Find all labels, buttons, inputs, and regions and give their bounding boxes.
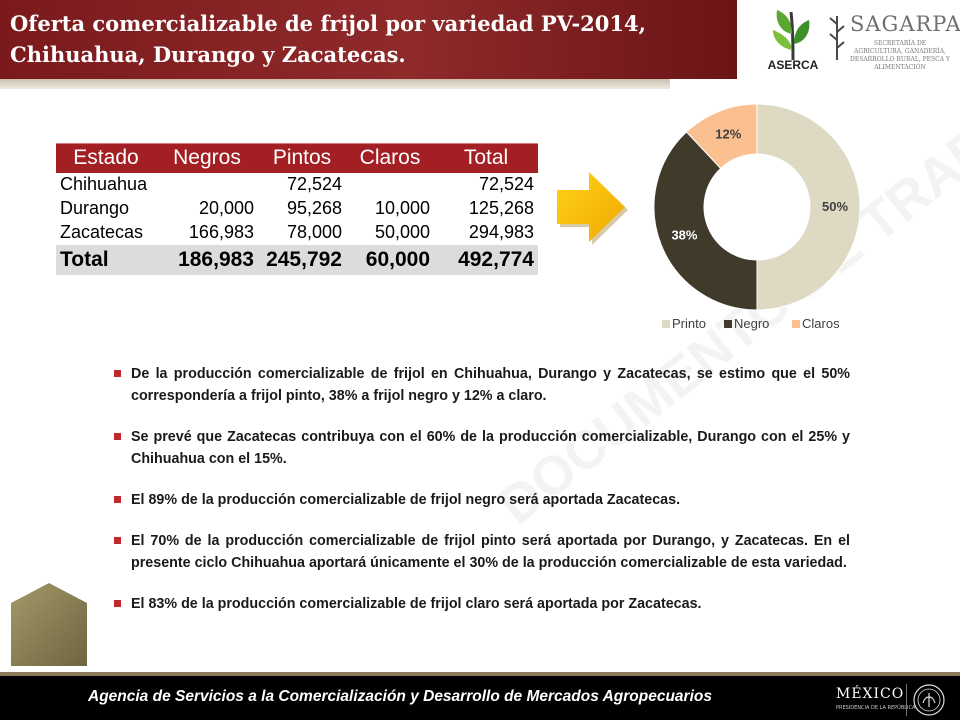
table-header-row: Estado Negros Pintos Claros Total <box>56 143 538 173</box>
title-shadow <box>0 79 670 89</box>
bullet-item: Se prevé que Zacatecas contribuya con el… <box>110 426 850 470</box>
header-claros: Claros <box>346 143 434 173</box>
bullet-item: El 89% de la producción comercializable … <box>110 489 850 511</box>
bullet-square-icon <box>114 496 121 503</box>
cell-estado: Zacatecas <box>60 222 144 242</box>
cell-total: 294,983 <box>468 222 534 242</box>
donut-slice-printo <box>756 103 861 311</box>
bullet-square-icon <box>114 600 121 607</box>
cell-claros <box>346 173 434 197</box>
header-total: Total <box>434 143 538 173</box>
table-row: Durango 20,000 95,268 10,000 125,268 <box>56 197 538 221</box>
donut-data-label: 12% <box>715 126 741 141</box>
bullet-text: El 83% de la producción comercializable … <box>131 596 702 612</box>
legend-swatch <box>792 320 800 328</box>
bullet-text: El 89% de la producción comercializable … <box>131 492 681 508</box>
bullet-item: El 83% de la producción comercializable … <box>110 593 850 615</box>
legend-label: Claros <box>802 316 840 331</box>
bullet-square-icon <box>114 433 121 440</box>
legend-label: Printo <box>672 316 706 331</box>
cell-negros: 20,000 <box>198 198 254 218</box>
legend-swatch <box>662 320 670 328</box>
cell-pintos: 245,792 <box>258 244 346 275</box>
page-title-line-1: Oferta comercializable de frijol por var… <box>10 11 646 36</box>
bullet-list: De la producción comercializable de frij… <box>110 363 850 634</box>
cell-claros: 10,000 <box>374 198 430 218</box>
bullet-square-icon <box>114 537 121 544</box>
cell-pintos: 95,268 <box>286 198 342 218</box>
legend-swatch <box>724 320 732 328</box>
sagarpa-emblem-icon <box>829 16 845 60</box>
cell-estado: Total <box>56 244 156 275</box>
footer-divider <box>906 684 907 716</box>
table-total-row: Total 186,983 245,792 60,000 492,774 <box>56 244 538 275</box>
bullet-item: De la producción comercializable de frij… <box>110 363 850 407</box>
aserca-logo <box>773 10 810 61</box>
page-title-line-2: Chihuahua, Durango y Zacatecas. <box>10 42 406 67</box>
cell-negros <box>156 173 258 197</box>
footer <box>0 676 960 720</box>
logo-area <box>737 0 960 80</box>
donut-data-label: 50% <box>822 199 848 214</box>
page-title: Oferta comercializable de frijol por var… <box>10 8 730 70</box>
bullet-text: El 70% de la producción comercializable … <box>131 533 850 571</box>
table-row: Chihuahua 72,524 72,524 <box>56 173 538 197</box>
bullet-text: Se prevé que Zacatecas contribuya con el… <box>131 429 850 467</box>
footer-agency-text: Agencia de Servicios a la Comercializaci… <box>88 688 712 705</box>
house-decoration-icon <box>11 583 87 666</box>
production-table: Estado Negros Pintos Claros Total Chihua… <box>56 143 538 275</box>
cell-claros: 60,000 <box>346 244 434 275</box>
donut-slice-claros <box>685 103 758 170</box>
bullet-text: De la producción comercializable de frij… <box>131 366 850 404</box>
bullet-item: El 70% de la producción comercializable … <box>110 530 850 574</box>
mexico-logo-text: MÉXICO <box>836 686 905 702</box>
bullet-square-icon <box>114 370 121 377</box>
aserca-logo-text: ASERCA <box>767 58 819 72</box>
footer-accent-line <box>0 672 960 676</box>
cell-claros: 50,000 <box>374 222 430 242</box>
donut-slice-negro <box>653 131 758 311</box>
header-pintos: Pintos <box>258 143 346 173</box>
header-estado: Estado <box>56 143 156 173</box>
cell-estado: Chihuahua <box>60 174 148 194</box>
cell-estado: Durango <box>60 198 130 218</box>
cell-total: 72,524 <box>478 174 534 194</box>
mexico-seal-icon <box>913 684 945 716</box>
arrow-right-icon <box>557 172 628 245</box>
donut-chart: 50% 38% 12% Printo Negro Claros <box>653 103 861 331</box>
cell-pintos: 78,000 <box>286 222 342 242</box>
donut-data-label: 38% <box>671 228 697 243</box>
mexico-logo-subtitle: PRESIDENCIA DE LA REPÚBLICA <box>836 705 916 711</box>
cell-negros: 166,983 <box>188 222 254 242</box>
sagarpa-subtitle: SECRETARÍA DE AGRICULTURA, GANADERÍA, DE… <box>850 40 950 71</box>
cell-negros: 186,983 <box>156 244 258 275</box>
cell-total: 125,268 <box>468 198 534 218</box>
cell-total: 492,774 <box>434 244 538 275</box>
sagarpa-logo-text: SAGARPA <box>850 12 960 36</box>
legend-label: Negro <box>734 316 769 331</box>
table-row: Zacatecas 166,983 78,000 50,000 294,983 <box>56 221 538 245</box>
header-negros: Negros <box>156 143 258 173</box>
title-bar <box>0 0 737 79</box>
cell-pintos: 72,524 <box>286 174 342 194</box>
